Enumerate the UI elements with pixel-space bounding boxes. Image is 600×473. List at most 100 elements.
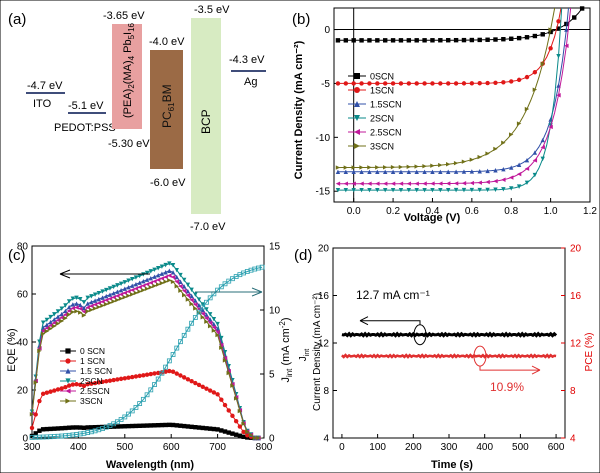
- data-point-2SCN: [193, 292, 198, 297]
- data-point-0 SCN: [167, 422, 172, 428]
- data-point-1 SCN: [193, 380, 198, 386]
- data-point-1.5SCN: [493, 168, 498, 173]
- perovskite-label: (PEA)2(MA)4 Pb5I16: [122, 22, 136, 118]
- data-point-1.5 SCN: [111, 290, 116, 296]
- data-point-3SCN: [156, 282, 161, 287]
- data-point-1.5 SCN: [85, 301, 90, 306]
- data-point-2SCN: [130, 276, 135, 282]
- data-point-2.5SCN: [170, 274, 176, 280]
- data-point-1SCN: [438, 81, 443, 86]
- data-point-2.5SCN: [144, 282, 150, 287]
- data-point-3SCN: [137, 289, 142, 294]
- data-point-2.5SCN: [477, 180, 482, 185]
- data-point-1 SCN: [104, 379, 109, 384]
- data-point-2.5SCN: [461, 181, 467, 186]
- data-point-1 SCN: [33, 412, 38, 417]
- data-point-3SCN: [152, 283, 157, 289]
- ag-label: Ag: [244, 76, 257, 88]
- data-point-2.5SCN: [193, 302, 198, 307]
- data-point-1.5 SCN: [174, 274, 179, 280]
- data-point-1.5 SCN: [159, 271, 165, 276]
- data-point-2SCN: [189, 287, 194, 292]
- data-point-0 SCN: [207, 426, 213, 431]
- data-point-1.5 SCN: [44, 322, 50, 327]
- integrated-point: [185, 326, 191, 332]
- data-point-2SCN: [70, 296, 76, 301]
- data-point-2.5SCN: [485, 179, 490, 185]
- data-point-3SCN: [469, 157, 475, 162]
- data-point-1.5SCN: [469, 169, 475, 174]
- data-point-1SCN: [532, 70, 538, 75]
- data-point-3SCN: [430, 163, 435, 168]
- data-point-2SCN: [509, 186, 514, 191]
- data-point-2SCN: [40, 320, 46, 325]
- data-point-3SCN: [548, 27, 553, 32]
- jint-axis-arrow: [195, 287, 263, 297]
- data-point-2.5SCN: [185, 293, 191, 298]
- data-point-1 SCN: [92, 380, 98, 386]
- data-point-1SCN: [548, 46, 553, 51]
- data-point-2SCN: [44, 317, 50, 323]
- data-point-3SCN: [170, 279, 176, 285]
- data-point-3SCN: [461, 159, 467, 164]
- data-point-0 SCN: [122, 424, 127, 429]
- data-point-0 SCN: [144, 423, 150, 428]
- data-point-1.5 SCN: [204, 312, 209, 317]
- data-point-1 SCN: [137, 373, 142, 379]
- data-point-2SCN: [204, 307, 209, 312]
- data-point-0 SCN: [63, 425, 68, 431]
- data-point-1 SCN: [118, 376, 124, 382]
- data-point-2.5SCN: [367, 181, 372, 186]
- integrated-point: [166, 358, 172, 364]
- data-point-2.5SCN: [152, 279, 157, 284]
- data-point-1 SCN: [63, 384, 68, 390]
- integrated-point: [129, 408, 135, 414]
- data-point-1.5 SCN: [118, 287, 124, 293]
- data-point-1.5SCN: [477, 169, 482, 174]
- data-point-3SCN: [59, 318, 64, 324]
- data-point-2.5SCN: [375, 181, 380, 186]
- data-point-0 SCN: [237, 433, 243, 438]
- data-point-0 SCN: [126, 423, 131, 429]
- data-point-1.5 SCN: [170, 270, 176, 275]
- data-point-0 SCN: [196, 425, 202, 430]
- data-point-1.5 SCN: [207, 317, 213, 322]
- data-point-1.5SCN: [430, 169, 435, 174]
- y2-tick-label: 15: [269, 242, 281, 253]
- data-point-0SCN: [422, 38, 427, 43]
- integrated-point: [163, 364, 169, 370]
- data-point-2.5SCN: [115, 293, 120, 299]
- data-point-0 SCN: [85, 425, 90, 430]
- data-point-2SCN: [66, 299, 72, 304]
- data-point-3SCN: [70, 309, 76, 315]
- data-point-2SCN: [196, 297, 202, 302]
- data-point-3SCN: [438, 162, 443, 168]
- bcp-bottom: -7.0 eV: [190, 221, 226, 233]
- data-point-2SCN: [211, 317, 217, 322]
- data-point-3SCN: [63, 316, 68, 321]
- data-point-1 SCN: [52, 388, 57, 393]
- data-point-1.5 SCN: [48, 319, 53, 325]
- data-point-0 SCN: [181, 423, 187, 429]
- data-point-3SCN: [118, 296, 124, 301]
- data-point-3SCN: [252, 435, 257, 441]
- integrated-point: [200, 304, 206, 310]
- data-point-1 SCN: [37, 398, 42, 404]
- data-point-2.5SCN: [181, 288, 187, 293]
- data-point-3SCN: [92, 306, 98, 311]
- data-point-1.5 SCN: [52, 317, 57, 322]
- data-point-2SCN: [207, 312, 213, 317]
- data-point-3SCN: [230, 383, 235, 388]
- data-point-2SCN: [556, 54, 561, 59]
- bcp-block: [191, 18, 221, 214]
- data-point-0 SCN: [74, 425, 79, 430]
- data-point-0SCN: [461, 37, 467, 43]
- x-tick-label: 300: [441, 442, 458, 453]
- data-point-3SCN: [367, 165, 372, 170]
- data-point-3SCN: [66, 312, 72, 317]
- data-point-1SCN: [375, 81, 380, 86]
- legend-marker-1.5 SCN: [65, 368, 71, 374]
- data-point-2SCN: [524, 180, 530, 186]
- data-point-3SCN: [144, 286, 150, 291]
- data-point-1.5SCN: [524, 157, 530, 163]
